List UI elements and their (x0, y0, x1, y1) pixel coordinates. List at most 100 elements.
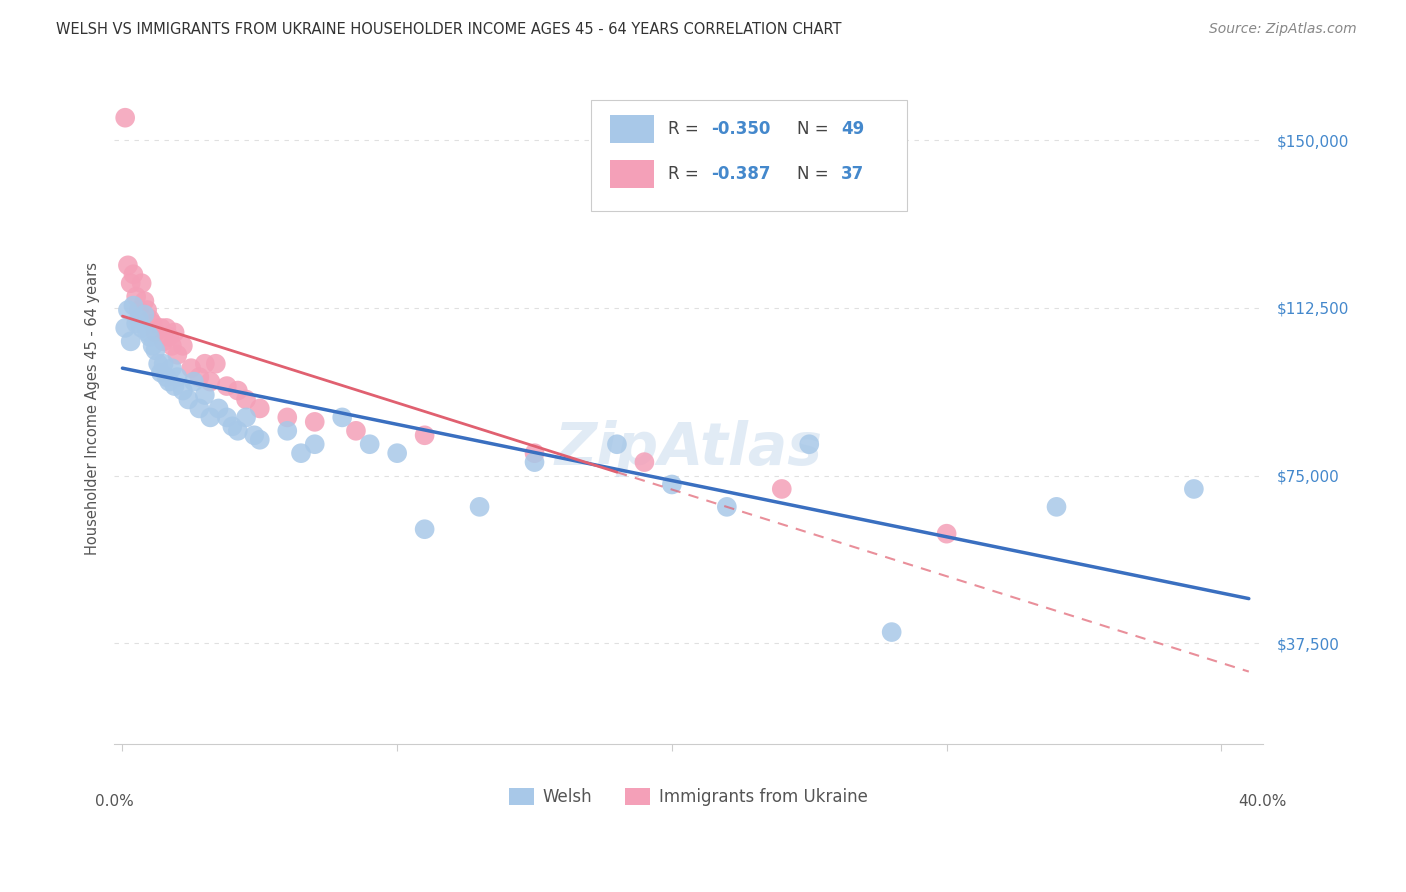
Point (117, 258, 139, 272)
Point (194, 388, 217, 402)
Point (172, 384, 194, 398)
Text: N =: N = (797, 120, 834, 137)
Point (661, 477, 683, 491)
Text: 49: 49 (841, 120, 865, 137)
Point (215, 379, 238, 393)
Point (177, 392, 200, 407)
Point (117, 303, 139, 318)
Point (249, 401, 271, 416)
Point (243, 428, 266, 442)
Point (880, 625, 903, 640)
Point (160, 339, 183, 353)
Point (385, 446, 408, 460)
Point (344, 424, 367, 438)
Point (799, 437, 821, 451)
Text: Source: ZipAtlas.com: Source: ZipAtlas.com (1209, 22, 1357, 37)
Text: 37: 37 (841, 165, 865, 184)
Point (128, 312, 150, 326)
Point (215, 410, 238, 425)
Point (633, 455, 655, 469)
Text: R =: R = (668, 120, 703, 137)
Point (304, 415, 326, 429)
Point (136, 326, 159, 340)
Point (304, 437, 326, 451)
Point (413, 428, 436, 442)
Point (606, 437, 628, 451)
Point (146, 357, 169, 371)
Point (235, 410, 257, 425)
Point (276, 410, 298, 425)
Point (523, 455, 546, 469)
Point (188, 370, 211, 384)
Point (163, 379, 186, 393)
Point (172, 339, 194, 353)
Point (716, 500, 738, 514)
Point (221, 419, 243, 434)
Point (149, 366, 172, 380)
Point (194, 357, 217, 371)
Point (152, 334, 174, 349)
Point (142, 339, 165, 353)
Point (145, 326, 167, 340)
Point (114, 111, 136, 125)
Point (183, 375, 205, 389)
Point (120, 276, 142, 290)
Point (200, 410, 222, 425)
Point (139, 330, 162, 344)
Point (290, 446, 312, 460)
Text: 40.0%: 40.0% (1239, 794, 1286, 809)
Point (131, 321, 153, 335)
Point (120, 334, 142, 349)
Text: WELSH VS IMMIGRANTS FROM UKRAINE HOUSEHOLDER INCOME AGES 45 - 64 YEARS CORRELATI: WELSH VS IMMIGRANTS FROM UKRAINE HOUSEHO… (56, 22, 842, 37)
Point (200, 375, 222, 389)
Point (136, 303, 159, 318)
Point (205, 357, 228, 371)
Legend: Welsh, Immigrants from Ukraine: Welsh, Immigrants from Ukraine (502, 781, 875, 813)
Point (131, 276, 153, 290)
Point (125, 290, 148, 304)
Text: -0.387: -0.387 (711, 165, 770, 184)
FancyBboxPatch shape (591, 100, 907, 211)
Point (1182, 482, 1205, 496)
FancyBboxPatch shape (610, 161, 654, 188)
Point (134, 308, 156, 322)
Point (226, 384, 249, 398)
Point (145, 343, 167, 358)
Point (1045, 500, 1067, 514)
Point (226, 424, 249, 438)
Point (180, 361, 202, 376)
Point (235, 392, 257, 407)
Point (142, 317, 165, 331)
Point (166, 370, 188, 384)
Point (114, 321, 136, 335)
Y-axis label: Householder Income Ages 45 - 64 years: Householder Income Ages 45 - 64 years (86, 262, 100, 555)
Point (157, 330, 180, 344)
Point (770, 482, 793, 496)
Point (276, 424, 298, 438)
Point (152, 357, 174, 371)
Point (249, 433, 271, 447)
Text: N =: N = (797, 165, 834, 184)
Point (330, 410, 353, 425)
Point (207, 401, 229, 416)
Point (128, 303, 150, 318)
Point (413, 522, 436, 536)
Point (935, 526, 957, 541)
Point (134, 294, 156, 309)
Point (523, 446, 546, 460)
FancyBboxPatch shape (610, 114, 654, 143)
Point (157, 375, 180, 389)
Point (155, 321, 177, 335)
Point (160, 361, 183, 376)
Point (166, 348, 188, 362)
Point (122, 267, 145, 281)
Point (163, 326, 186, 340)
Text: 0.0%: 0.0% (94, 794, 134, 809)
Point (122, 299, 145, 313)
Point (139, 312, 162, 326)
Text: R =: R = (668, 165, 703, 184)
Text: ZipAtlas: ZipAtlas (554, 420, 823, 477)
Point (359, 437, 381, 451)
Text: -0.350: -0.350 (711, 120, 770, 137)
Point (155, 370, 177, 384)
